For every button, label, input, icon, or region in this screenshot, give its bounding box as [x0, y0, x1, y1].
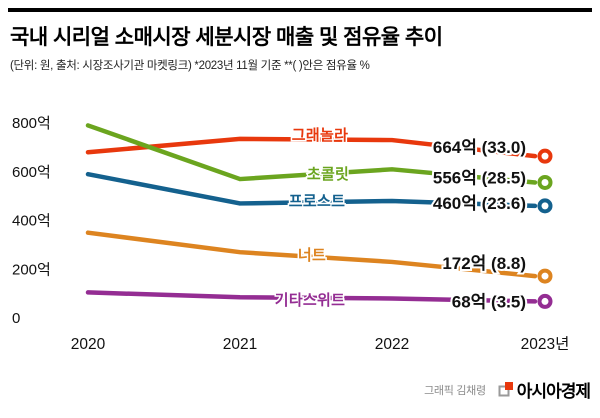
y-tick-600억: 600억 [12, 164, 51, 181]
series-marker-1 [537, 174, 553, 190]
series-label-2: 프로스트 [289, 193, 345, 210]
series-value-1: 556억 (28.5) [433, 168, 526, 187]
x-tick-2021: 2021 [223, 336, 257, 353]
brand-logo-icon [498, 382, 513, 397]
brand-name: 아시아경제 [516, 382, 591, 401]
y-tick-0: 0 [12, 310, 20, 327]
footer: 그래픽 김채령 아시아경제 [424, 377, 591, 402]
chart-subtitle: (단위: 원, 출처: 시장조사기관 마켓링크) *2023년 11월 기준 *… [10, 60, 370, 72]
series-label-3: 너트 [298, 247, 326, 264]
x-tick-2020: 2020 [71, 336, 106, 353]
y-tick-800억: 800억 [12, 115, 51, 132]
series-line-1 [85, 123, 538, 185]
series-value-2: 460억 (23.6) [433, 194, 526, 213]
y-tick-200억: 200억 [12, 261, 51, 278]
credit-text: 그래픽 김채령 [424, 384, 486, 397]
series-line-3 [85, 230, 538, 279]
series-label-0: 그래놀라 [292, 127, 348, 144]
series-value-0: 664억 (33.0) [433, 138, 526, 157]
series-marker-0 [537, 148, 553, 164]
series-marker-4 [537, 293, 553, 309]
top-divider [8, 8, 592, 12]
series-value-3: 172억 (8.8) [442, 254, 526, 273]
series-line-0 [85, 136, 538, 159]
x-tick-2022: 2022 [375, 336, 409, 353]
series-marker-3 [537, 268, 553, 284]
x-tick-2023년: 2023년 [521, 335, 570, 353]
series-value-4: 68억 (3.5) [452, 292, 526, 311]
series-line-4 [85, 290, 538, 304]
series-marker-2 [537, 198, 553, 214]
series-label-1: 초콜릿 [307, 165, 349, 183]
y-tick-400억: 400억 [12, 213, 51, 230]
page-title: 국내 시리얼 소매시장 세분시장 매출 및 점유율 추이 [10, 26, 443, 49]
brand: 아시아경제 [498, 377, 591, 402]
series-label-4: 기타스위트 [275, 292, 346, 309]
series-line-2 [85, 171, 538, 209]
